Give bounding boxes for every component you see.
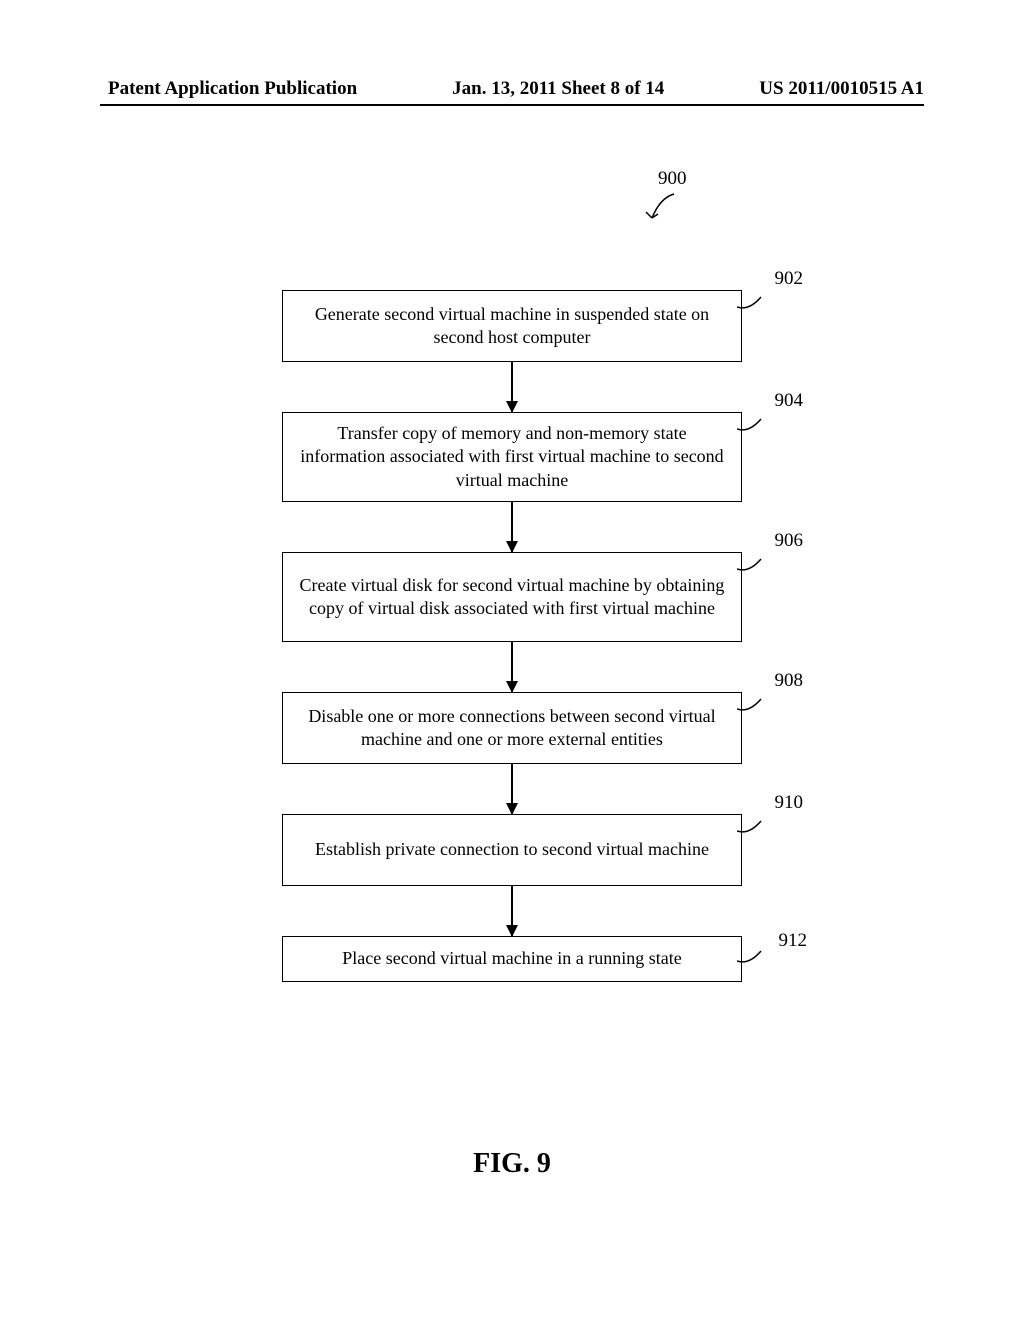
label-hook-icon	[737, 695, 767, 719]
flow-step-number: 904	[775, 389, 804, 413]
flow-step-text: Transfer copy of memory and non-memory s…	[297, 422, 727, 491]
flow-step-text: Place second virtual machine in a runnin…	[342, 947, 681, 970]
flow-step-number: 906	[775, 529, 804, 553]
flow-step-text: Disable one or more connections between …	[297, 705, 727, 751]
header-left: Patent Application Publication	[108, 78, 357, 100]
flow-step-text: Generate second virtual machine in suspe…	[297, 303, 727, 349]
figure-caption: FIG. 9	[0, 1148, 1024, 1180]
flow-step: Place second virtual machine in a runnin…	[282, 936, 742, 982]
flow-step-number: 908	[775, 669, 804, 693]
flow-connector	[511, 886, 513, 936]
flow-connector	[511, 502, 513, 552]
header-center: Jan. 13, 2011 Sheet 8 of 14	[452, 78, 664, 100]
label-hook-icon	[737, 293, 767, 317]
flow-step: Generate second virtual machine in suspe…	[282, 290, 742, 362]
header-right: US 2011/0010515 A1	[759, 78, 924, 100]
label-hook-icon	[737, 817, 767, 841]
flow-step-text: Create virtual disk for second virtual m…	[297, 574, 727, 620]
flow-step: Create virtual disk for second virtual m…	[282, 552, 742, 642]
flow-step: Transfer copy of memory and non-memory s…	[282, 412, 742, 502]
figure-ref-arrow-icon	[642, 192, 682, 232]
flow-connector	[511, 642, 513, 692]
figure-ref-label: 900	[658, 168, 687, 190]
header-rule	[100, 104, 924, 106]
label-hook-icon	[737, 555, 767, 579]
flow-step: Establish private connection to second v…	[282, 814, 742, 886]
flow-connector	[511, 764, 513, 814]
label-hook-icon	[737, 415, 767, 439]
label-hook-icon	[737, 947, 767, 971]
flow-step: Disable one or more connections between …	[282, 692, 742, 764]
flow-step-number: 910	[775, 791, 804, 815]
flow-step-number: 902	[775, 267, 804, 291]
page-header: Patent Application Publication Jan. 13, …	[0, 78, 1024, 100]
flow-step-number: 912	[779, 929, 808, 953]
flowchart: Generate second virtual machine in suspe…	[232, 290, 792, 982]
flow-connector	[511, 362, 513, 412]
flow-step-text: Establish private connection to second v…	[315, 838, 709, 861]
